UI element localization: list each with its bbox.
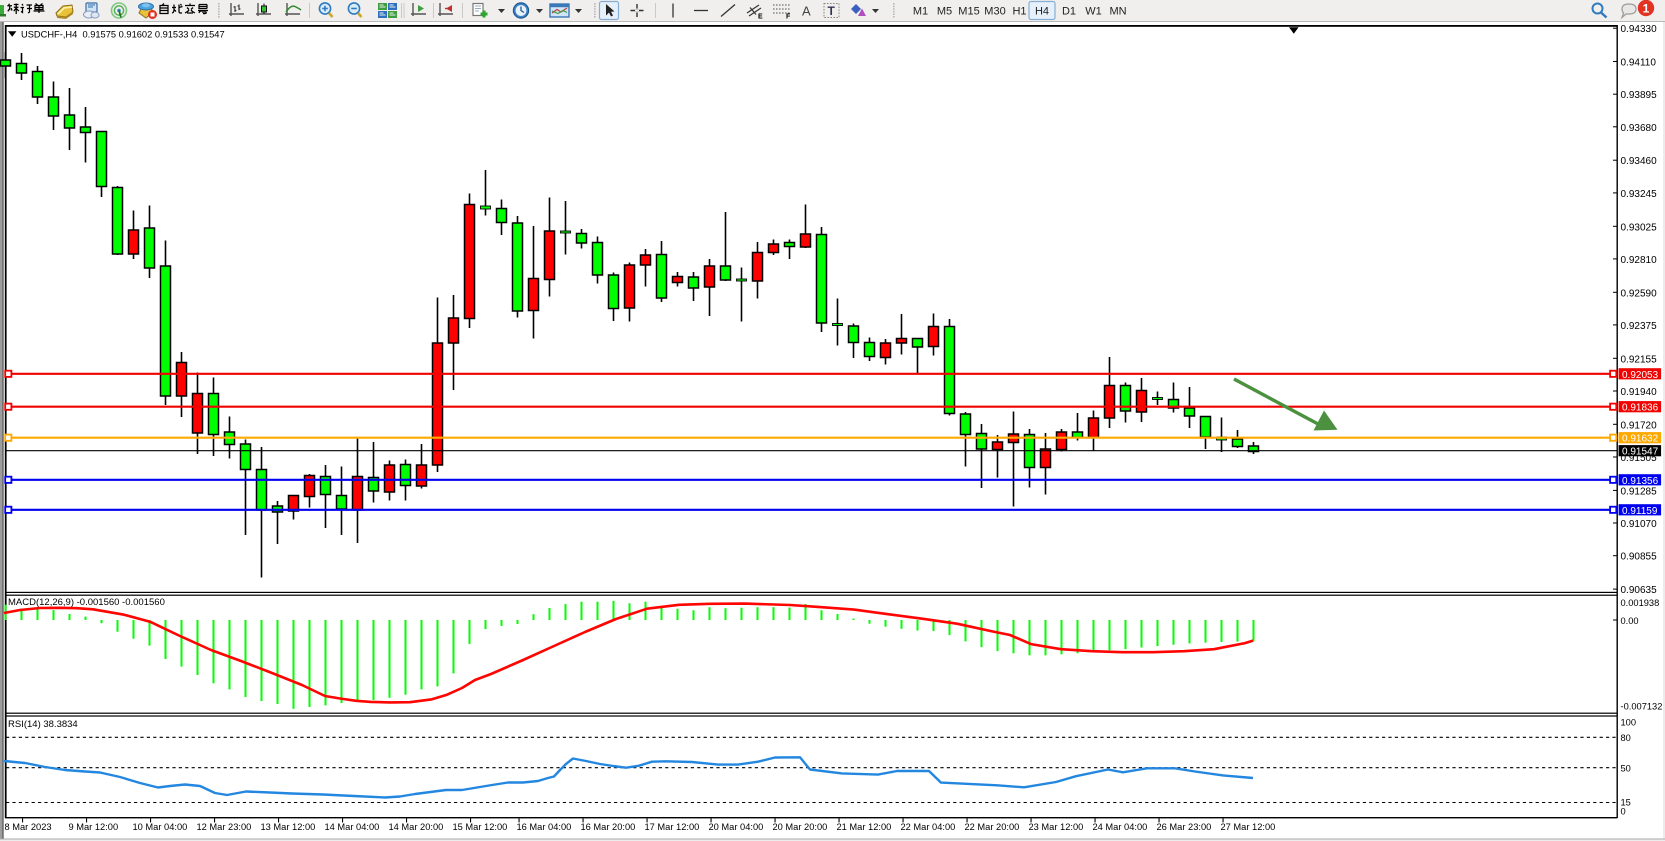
svg-text:22 Mar 20:00: 22 Mar 20:00: [965, 822, 1020, 832]
svg-text:M30: M30: [984, 6, 1005, 18]
svg-text:H1: H1: [1012, 6, 1026, 18]
svg-text:0.91159: 0.91159: [1622, 506, 1658, 517]
svg-text:0.91505: 0.91505: [1621, 453, 1658, 464]
svg-text:80: 80: [1621, 733, 1631, 743]
svg-text:0.91285: 0.91285: [1621, 486, 1658, 497]
svg-text:0.91356: 0.91356: [1622, 476, 1659, 487]
svg-text:0.91836: 0.91836: [1622, 403, 1659, 414]
svg-text:100: 100: [1621, 718, 1637, 728]
svg-text:0.93025: 0.93025: [1621, 222, 1658, 233]
svg-text:24 Mar 04:00: 24 Mar 04:00: [1093, 822, 1148, 832]
svg-text:F: F: [786, 14, 791, 21]
svg-text:0.93460: 0.93460: [1621, 156, 1658, 167]
svg-text:RSI(14) 38.3834: RSI(14) 38.3834: [8, 719, 78, 730]
svg-text:W1: W1: [1085, 6, 1102, 18]
svg-text:MN: MN: [1109, 6, 1126, 18]
svg-text:21 Mar 12:00: 21 Mar 12:00: [837, 822, 892, 832]
svg-text:23 Mar 12:00: 23 Mar 12:00: [1029, 822, 1084, 832]
svg-text:E: E: [758, 14, 763, 21]
svg-text:A: A: [802, 4, 811, 19]
svg-text:0.92155: 0.92155: [1621, 354, 1658, 365]
svg-text:0.001938: 0.001938: [1621, 598, 1660, 608]
svg-text:H4: H4: [1035, 6, 1049, 18]
svg-text:0.91632: 0.91632: [1622, 434, 1659, 445]
svg-text:16 Mar 04:00: 16 Mar 04:00: [517, 822, 572, 832]
svg-text:0.91940: 0.91940: [1621, 387, 1658, 398]
svg-text:0.91547: 0.91547: [1622, 447, 1659, 458]
svg-text:T: T: [828, 4, 836, 18]
svg-text:0.93245: 0.93245: [1621, 189, 1658, 200]
svg-text:14 Mar 04:00: 14 Mar 04:00: [325, 822, 380, 832]
svg-text:0.94110: 0.94110: [1621, 58, 1657, 69]
svg-text:8 Mar 2023: 8 Mar 2023: [5, 822, 52, 832]
svg-text:14 Mar 20:00: 14 Mar 20:00: [389, 822, 444, 832]
svg-text:22 Mar 04:00: 22 Mar 04:00: [901, 822, 956, 832]
svg-text:M1: M1: [913, 6, 928, 18]
svg-text:16 Mar 20:00: 16 Mar 20:00: [581, 822, 636, 832]
svg-text:0.92053: 0.92053: [1622, 370, 1659, 381]
svg-text:0.94330: 0.94330: [1621, 24, 1658, 35]
svg-text:0.92810: 0.92810: [1621, 255, 1658, 266]
svg-text:13 Mar 12:00: 13 Mar 12:00: [261, 822, 316, 832]
svg-text:12 Mar 23:00: 12 Mar 23:00: [197, 822, 252, 832]
svg-text:17 Mar 12:00: 17 Mar 12:00: [645, 822, 700, 832]
svg-text:0.93680: 0.93680: [1621, 123, 1658, 134]
svg-text:0: 0: [1621, 807, 1626, 817]
svg-text:1: 1: [1643, 1, 1650, 15]
svg-text:20 Mar 20:00: 20 Mar 20:00: [773, 822, 828, 832]
svg-text:50: 50: [1621, 764, 1631, 774]
svg-text:D1: D1: [1062, 6, 1076, 18]
svg-text:-0.007132: -0.007132: [1621, 702, 1663, 712]
svg-text:10 Mar 04:00: 10 Mar 04:00: [133, 822, 188, 832]
svg-text:M5: M5: [937, 6, 952, 18]
svg-text:0.93895: 0.93895: [1621, 90, 1658, 101]
svg-text:0.91070: 0.91070: [1621, 519, 1658, 530]
svg-text:MACD(12,26,9) -0.001560 -0.001: MACD(12,26,9) -0.001560 -0.001560: [8, 597, 165, 608]
svg-text:9 Mar 12:00: 9 Mar 12:00: [69, 822, 119, 832]
svg-text:0.90855: 0.90855: [1621, 552, 1658, 563]
svg-text:0.00: 0.00: [1621, 616, 1639, 626]
svg-text:20 Mar 04:00: 20 Mar 04:00: [709, 822, 764, 832]
svg-text:USDCHF-,H4 0.91575 0.91602 0.: USDCHF-,H4 0.91575 0.91602 0.91533 0.915…: [21, 30, 225, 40]
svg-text:M15: M15: [958, 6, 979, 18]
svg-text:0.92375: 0.92375: [1621, 321, 1658, 332]
svg-text:15: 15: [1621, 798, 1631, 808]
svg-text:0.91720: 0.91720: [1621, 420, 1658, 431]
svg-text:15 Mar 12:00: 15 Mar 12:00: [453, 822, 508, 832]
svg-text:0.90635: 0.90635: [1621, 585, 1658, 596]
svg-text:27 Mar 12:00: 27 Mar 12:00: [1221, 822, 1276, 832]
svg-text:26 Mar 23:00: 26 Mar 23:00: [1157, 822, 1212, 832]
svg-text:0.92590: 0.92590: [1621, 288, 1658, 299]
